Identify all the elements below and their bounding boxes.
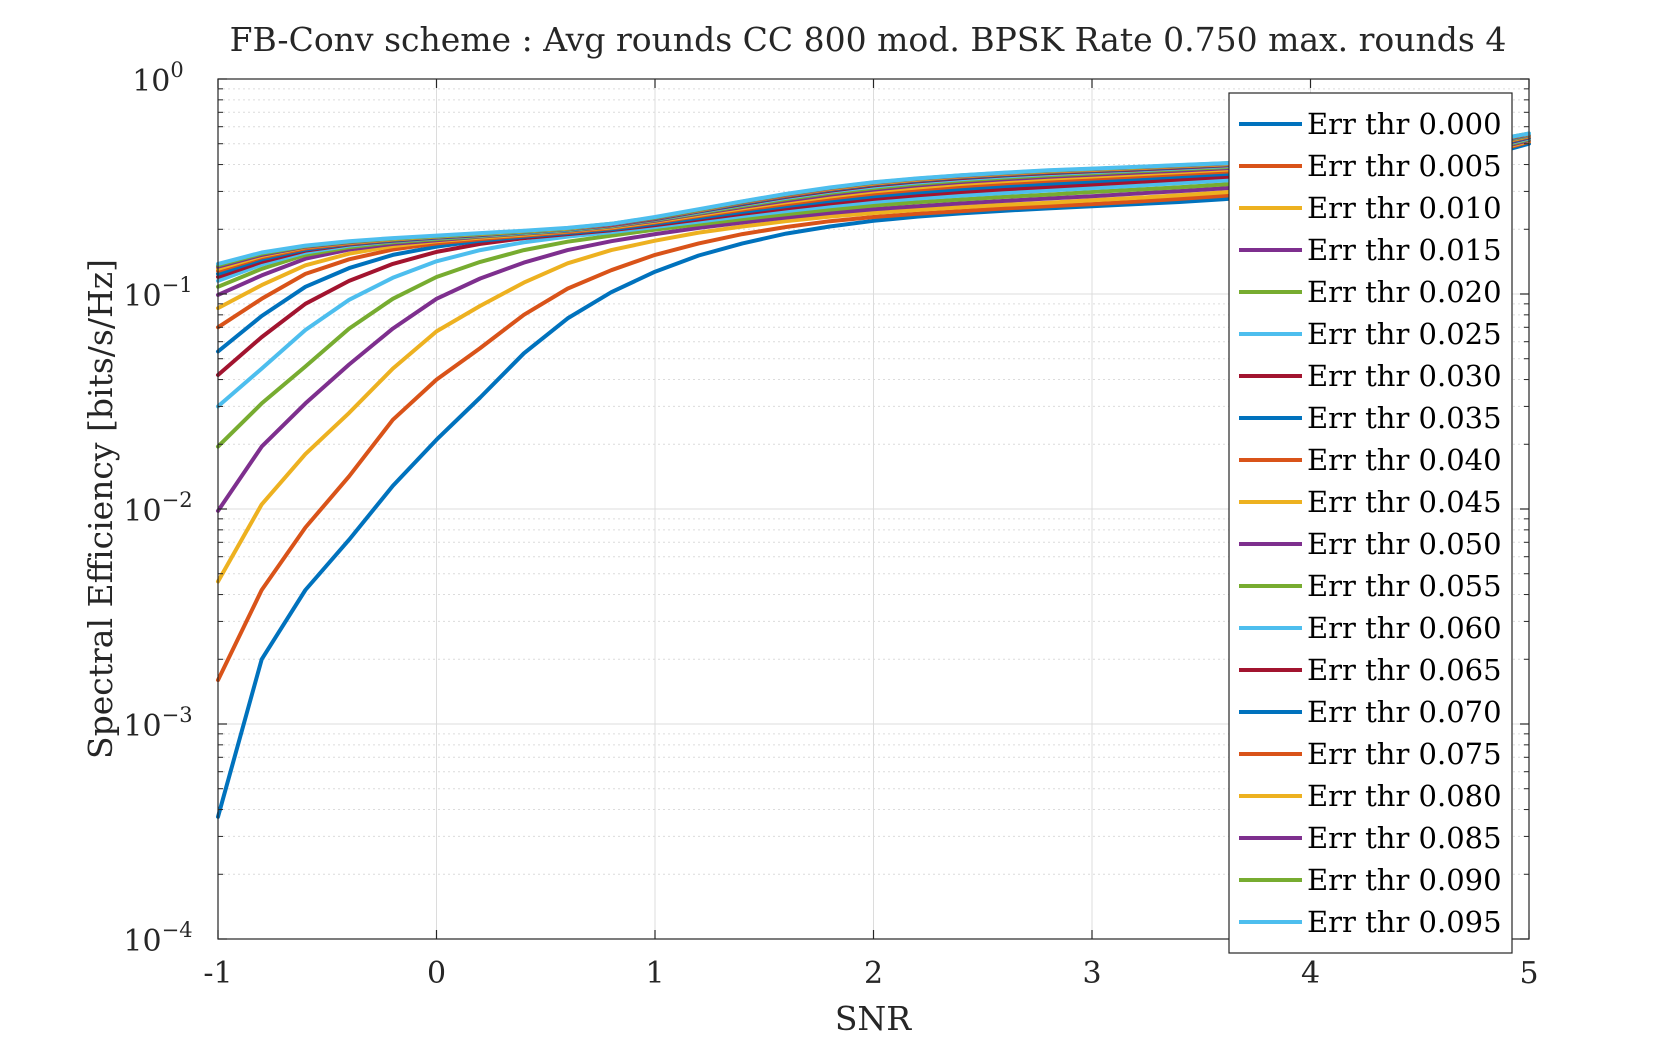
chart-title: FB-Conv scheme : Avg rounds CC 800 mod. … <box>230 20 1507 59</box>
legend-entry-label: Err thr 0.045 <box>1307 485 1502 519</box>
legend-entry-label: Err thr 0.010 <box>1307 191 1502 225</box>
ticks: -1 0 1 2 3 4 5 100 10−1 10−2 10−3 10−4 <box>123 58 1538 991</box>
x-tick-label: 5 <box>1519 956 1538 991</box>
legend-entry-label: Err thr 0.065 <box>1307 653 1502 687</box>
legend-entry-label: Err thr 0.070 <box>1307 695 1502 729</box>
legend-entry-label: Err thr 0.000 <box>1307 107 1502 141</box>
legend-entry-label: Err thr 0.005 <box>1307 149 1502 183</box>
y-tick-label: 10−3 <box>123 703 192 744</box>
legend-entry-label: Err thr 0.030 <box>1307 359 1502 393</box>
y-tick-label: 100 <box>132 58 184 99</box>
legend-entry-label: Err thr 0.095 <box>1307 905 1502 939</box>
legend-entry-label: Err thr 0.035 <box>1307 401 1502 435</box>
legend-entry-label: Err thr 0.020 <box>1307 275 1502 309</box>
y-tick-label: 10−1 <box>123 273 192 314</box>
x-tick-label: 0 <box>427 956 446 991</box>
x-tick-label: 4 <box>1301 956 1320 991</box>
legend-entry-label: Err thr 0.015 <box>1307 233 1502 267</box>
legend-entry-label: Err thr 0.080 <box>1307 779 1502 813</box>
legend-entry-label: Err thr 0.075 <box>1307 737 1502 771</box>
x-tick-label: -1 <box>203 956 232 991</box>
x-tick-label: 1 <box>645 956 664 991</box>
legend-box <box>1228 92 1513 954</box>
legend-entry-label: Err thr 0.025 <box>1307 317 1502 351</box>
legend-entry-label: Err thr 0.090 <box>1307 863 1502 897</box>
legend-entry-label: Err thr 0.050 <box>1307 527 1502 561</box>
legend-entry-label: Err thr 0.055 <box>1307 569 1502 603</box>
legend-entry-label: Err thr 0.060 <box>1307 611 1502 645</box>
y-tick-label: 10−4 <box>123 918 192 959</box>
legend-entry-label: Err thr 0.040 <box>1307 443 1502 477</box>
y-tick-label: 10−2 <box>123 488 192 529</box>
x-axis-label: SNR <box>835 999 912 1038</box>
x-tick-label: 2 <box>864 956 883 991</box>
legend: Err thr 0.000 Err thr 0.005 Err thr 0.010 E… <box>1228 92 1513 954</box>
x-tick-label: 3 <box>1082 956 1101 991</box>
legend-entry-label: Err thr 0.085 <box>1307 821 1502 855</box>
y-axis-label: Spectral Efficiency [bits/s/Hz] <box>81 259 120 759</box>
